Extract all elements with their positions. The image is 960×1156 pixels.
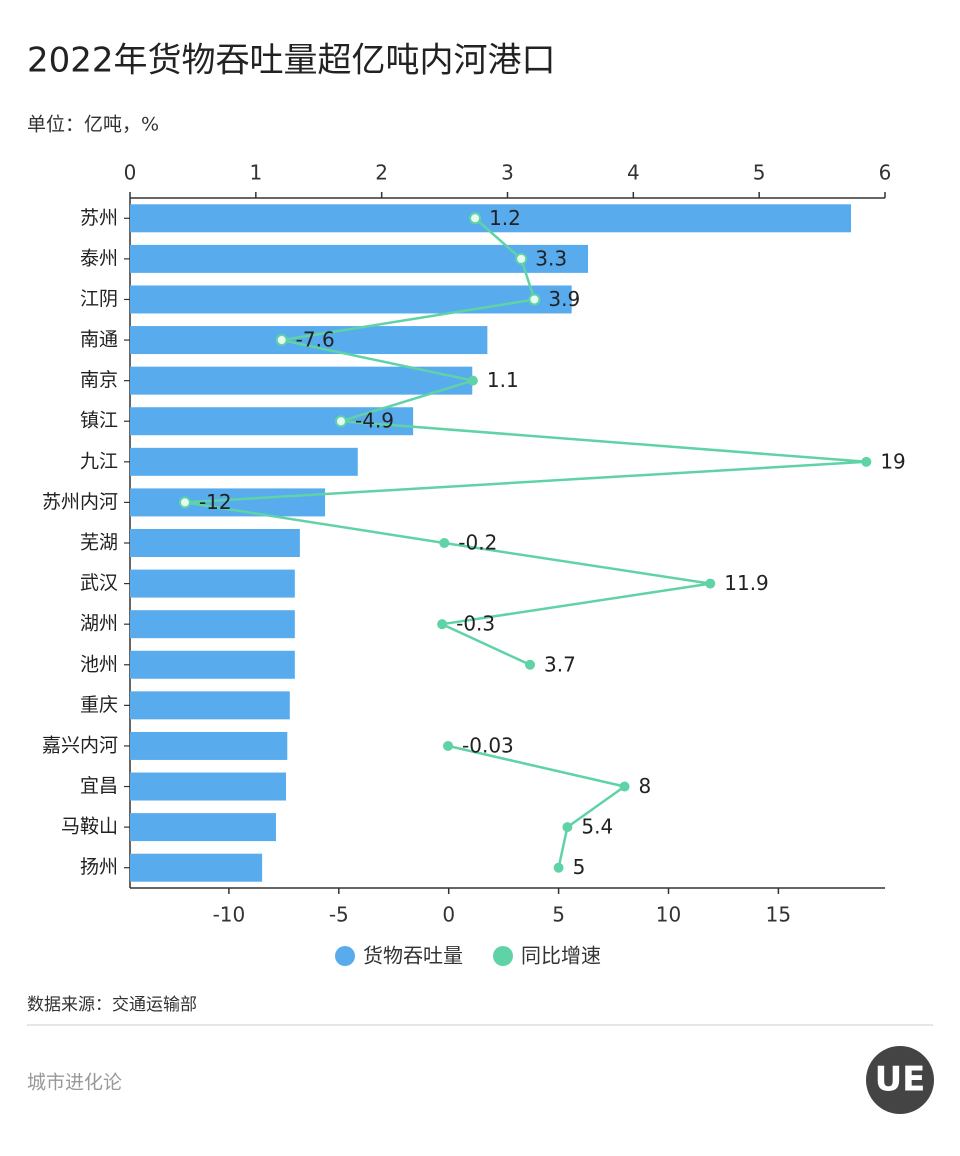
bar xyxy=(130,569,295,598)
x2-tick-label: -10 xyxy=(213,903,246,927)
y-tick-label: 苏州内河 xyxy=(42,491,118,513)
x2-tick-label: 10 xyxy=(656,903,681,927)
y-tick-label: 武汉 xyxy=(80,572,118,594)
value-label: 1.1 xyxy=(487,368,519,392)
y-tick-label: 南京 xyxy=(80,369,118,391)
y-tick-label: 九江 xyxy=(80,450,118,472)
x2-tick-label: 5 xyxy=(552,903,565,927)
chart-title: 2022年货物吞吐量超亿吨内河港口 xyxy=(27,41,556,81)
value-label: -0.2 xyxy=(458,531,497,555)
x-tick-label: 2 xyxy=(375,161,388,185)
legend-marker xyxy=(335,946,355,966)
y-tick-label: 镇江 xyxy=(80,410,118,432)
x-tick-label: 1 xyxy=(249,161,262,185)
value-label: 3.7 xyxy=(544,652,576,676)
bar xyxy=(130,853,263,882)
point xyxy=(335,415,348,428)
y-tick-label: 南通 xyxy=(80,329,118,351)
x-tick-label: 0 xyxy=(124,161,137,185)
value-label: -7.6 xyxy=(296,328,335,352)
y-tick-label: 泰州 xyxy=(80,247,118,269)
bar xyxy=(130,772,287,801)
y-tick-label: 宜昌 xyxy=(80,775,118,797)
bar xyxy=(130,610,295,639)
legend-label: 同比增速 xyxy=(521,944,601,968)
point xyxy=(525,659,536,670)
value-label: -12 xyxy=(199,490,232,514)
bar xyxy=(130,366,473,395)
point xyxy=(275,334,288,347)
value-label: 5.4 xyxy=(581,815,613,839)
line xyxy=(184,217,867,868)
point xyxy=(439,538,450,548)
chart-subtitle: 单位：亿吨，% xyxy=(27,114,159,136)
point xyxy=(437,619,448,630)
point xyxy=(178,496,191,509)
point xyxy=(515,252,528,265)
value-label: 3.3 xyxy=(535,246,567,270)
value-label: 5 xyxy=(573,855,586,879)
point xyxy=(469,212,482,225)
y-tick-label: 重庆 xyxy=(80,694,118,716)
point xyxy=(443,740,454,751)
source: 数据来源：交通运输部 xyxy=(27,995,197,1015)
point xyxy=(553,862,564,873)
x-tick-label: 5 xyxy=(753,161,766,185)
point xyxy=(467,375,478,386)
x2-tick-label: -5 xyxy=(329,903,349,927)
x-tick-label: 6 xyxy=(879,161,892,185)
bar xyxy=(130,731,288,760)
y-tick-label: 芜湖 xyxy=(80,532,118,554)
value-label: -0.3 xyxy=(456,612,495,636)
x2-tick-label: 0 xyxy=(442,903,455,927)
value-label: 8 xyxy=(639,774,652,798)
point xyxy=(705,578,716,589)
logo-text: UE xyxy=(875,1060,926,1100)
bar xyxy=(130,650,295,679)
x-tick-label: 4 xyxy=(627,161,640,185)
y-tick-label: 湖州 xyxy=(80,613,118,635)
point xyxy=(861,456,872,467)
point xyxy=(562,822,573,833)
y-tick-label: 江阴 xyxy=(80,288,118,310)
value-label: 1.2 xyxy=(489,206,521,230)
logo-circle xyxy=(866,1046,934,1114)
bar xyxy=(130,204,852,233)
x-tick-label: 3 xyxy=(501,161,514,185)
bar xyxy=(130,285,572,314)
value-label: 11.9 xyxy=(724,571,769,595)
value-label: 19 xyxy=(880,449,905,473)
bar xyxy=(130,691,290,720)
bar xyxy=(130,447,358,476)
bar xyxy=(130,529,300,557)
legend-label: 货物吞吐量 xyxy=(363,944,463,968)
bar xyxy=(130,813,276,842)
value-label: 3.9 xyxy=(548,287,580,311)
bar xyxy=(130,407,414,436)
point xyxy=(619,781,630,792)
bar xyxy=(130,326,488,355)
bar xyxy=(130,488,326,517)
footer-brand: 城市进化论 xyxy=(27,1072,122,1094)
value-label: -0.03 xyxy=(462,733,514,757)
value-label: -4.9 xyxy=(355,409,394,433)
y-tick-label: 马鞍山 xyxy=(61,816,118,838)
y-tick-label: 扬州 xyxy=(80,856,118,878)
y-tick-label: 苏州 xyxy=(80,207,118,229)
x2-tick-label: 15 xyxy=(766,903,791,927)
y-tick-label: 池州 xyxy=(80,653,118,675)
point xyxy=(528,293,541,306)
y-tick-label: 嘉兴内河 xyxy=(42,734,118,756)
legend-marker xyxy=(493,946,513,966)
